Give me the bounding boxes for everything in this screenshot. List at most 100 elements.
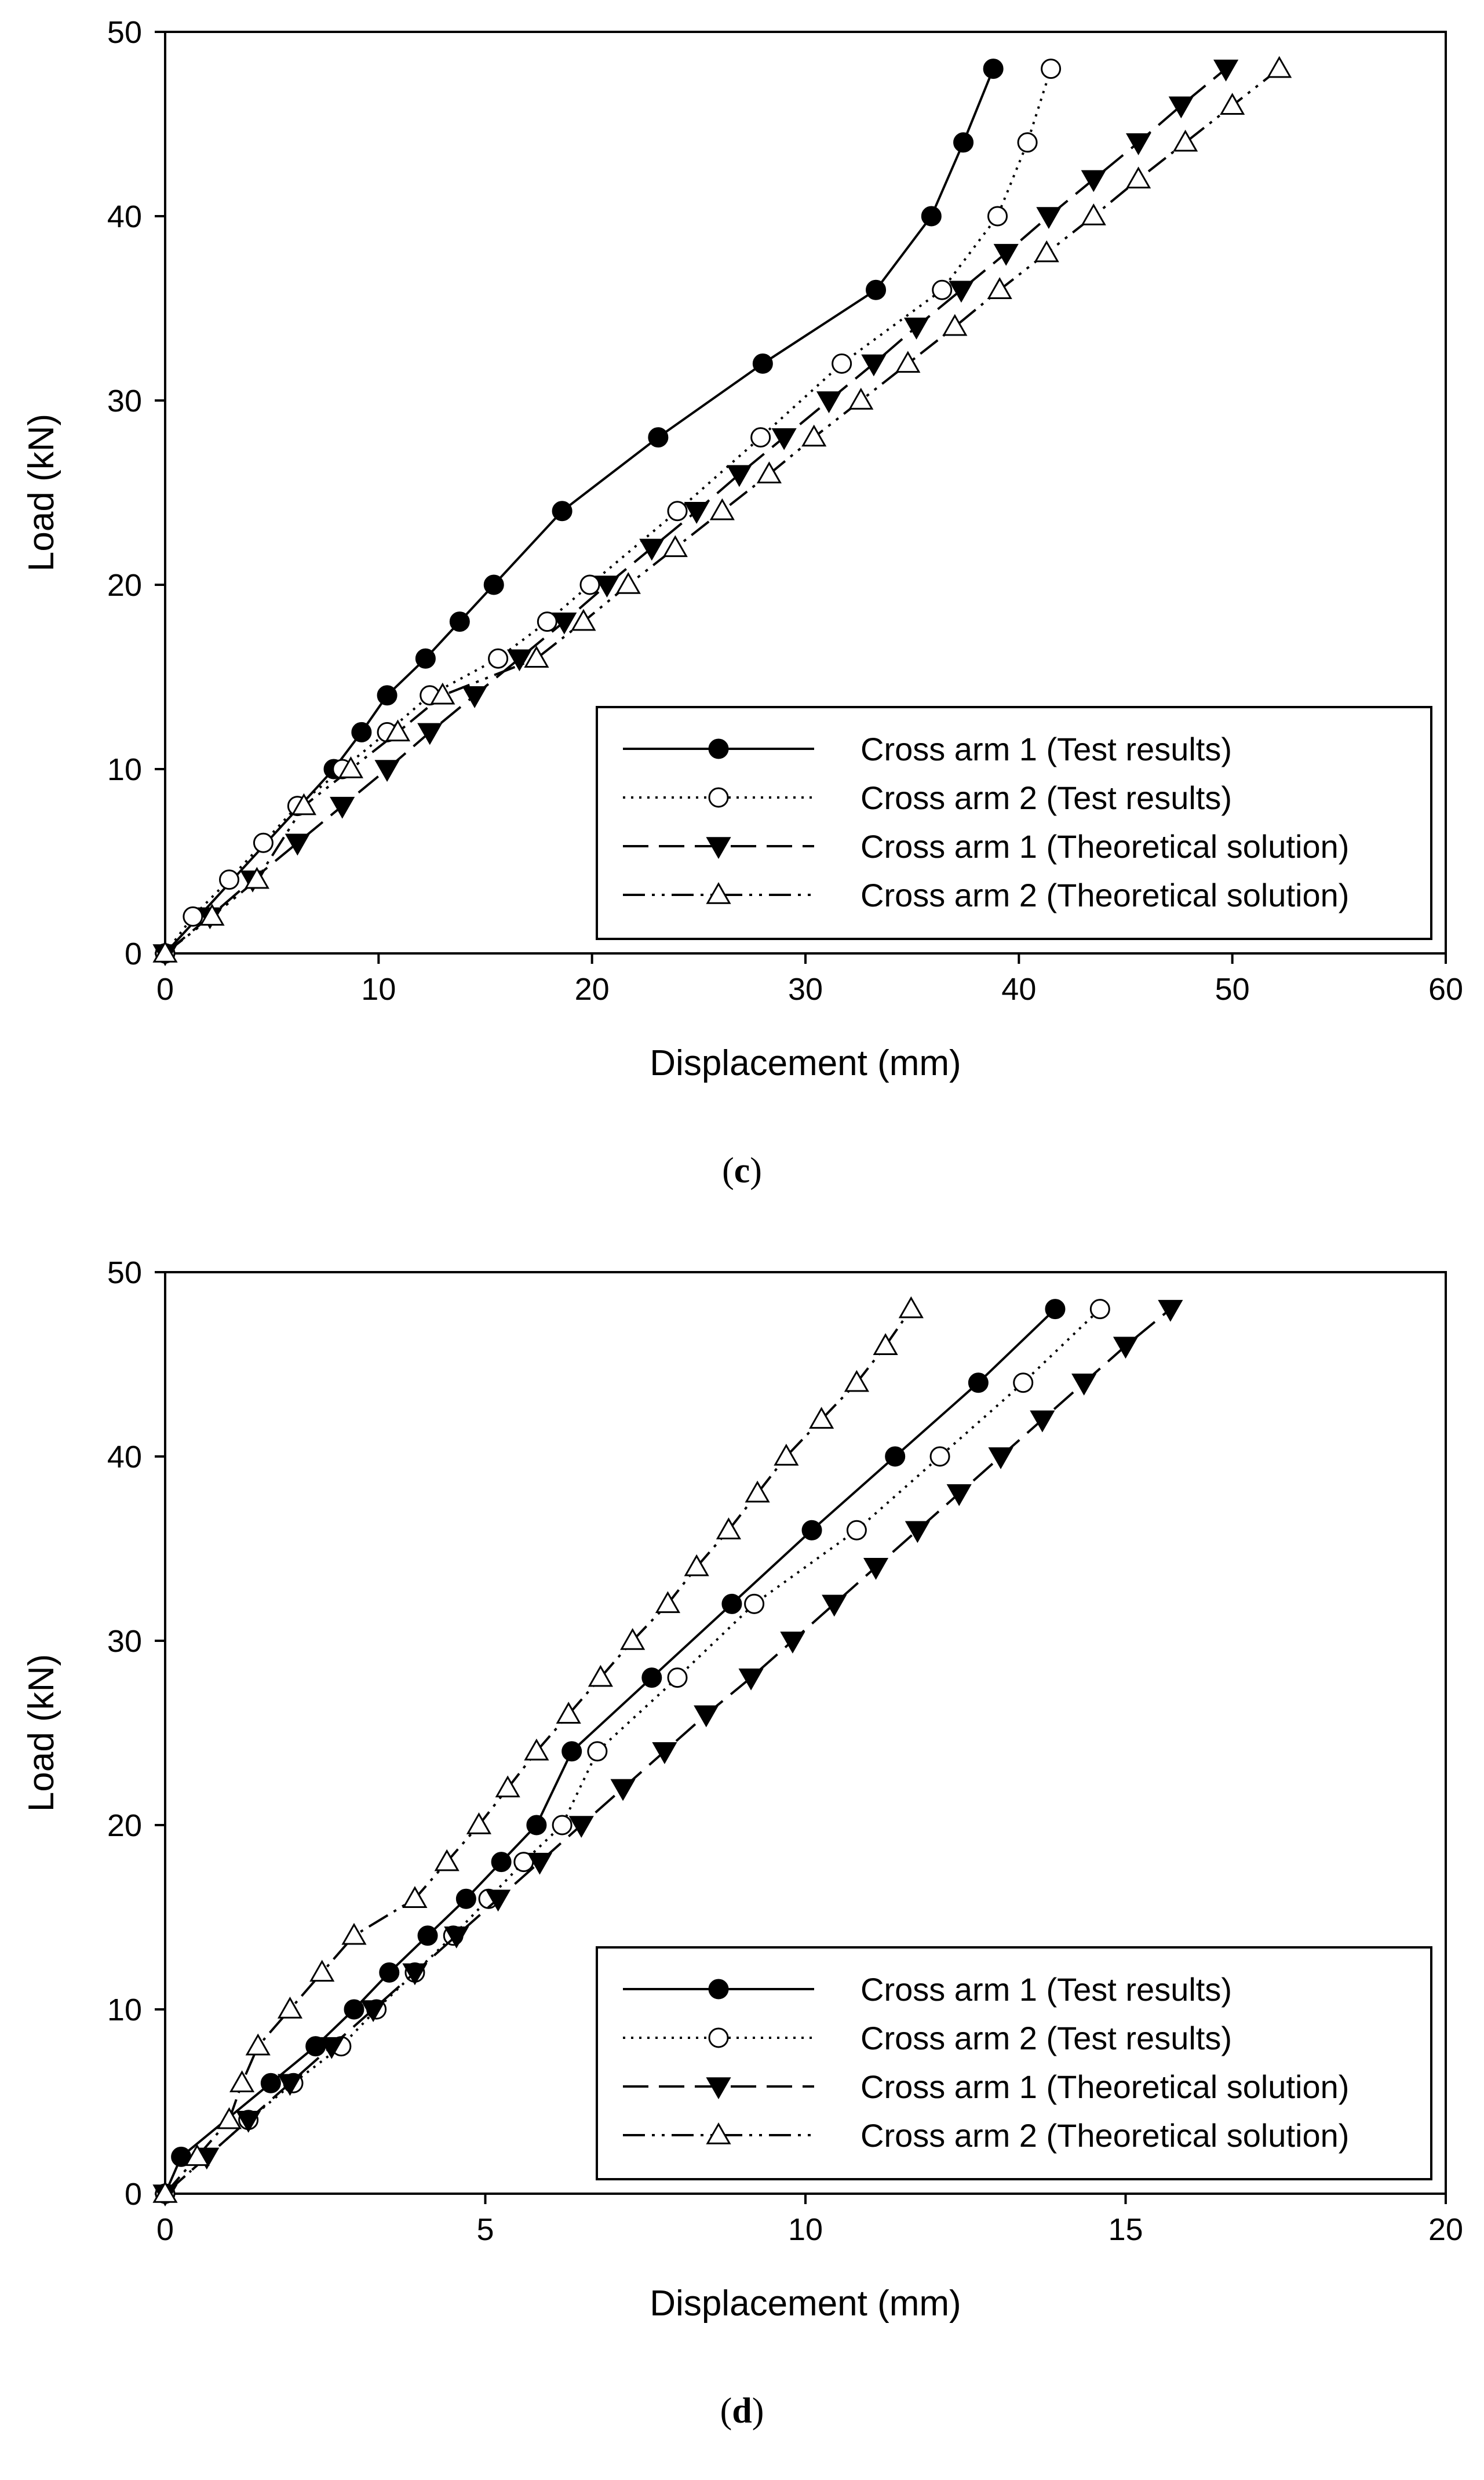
- chart-panel-d: 0 5 10 15 20 0 10 20 30 40 50 Displacement (mm) Load…: [0, 1240, 1484, 2480]
- data-point: [983, 59, 1004, 79]
- data-point: [610, 1779, 636, 1801]
- data-point: [524, 646, 549, 668]
- data-point: [277, 2074, 303, 2096]
- data-point: [430, 682, 455, 705]
- data-point: [1113, 1336, 1139, 1359]
- data-point: [236, 2111, 261, 2133]
- data-point: [615, 571, 641, 594]
- legend-entry-label: Cross arm 1 (Theoretical solution): [860, 2069, 1349, 2105]
- data-point: [588, 1665, 613, 1687]
- data-point: [1013, 1372, 1034, 1393]
- data-point: [385, 719, 411, 742]
- data-point: [561, 1741, 582, 1762]
- x-tick-label: 60: [1428, 972, 1463, 1007]
- legend-entry-label: Cross arm 2 (Theoretical solution): [860, 2117, 1349, 2154]
- data-point: [932, 279, 953, 300]
- data-point: [988, 1447, 1013, 1470]
- data-point: [351, 722, 372, 742]
- data-point: [462, 686, 487, 708]
- data-point: [662, 535, 688, 558]
- data-point: [756, 461, 782, 483]
- data-point: [1220, 93, 1245, 115]
- data-point: [152, 2180, 178, 2203]
- data-point: [816, 391, 842, 414]
- data-point: [721, 1593, 742, 1614]
- data-point: [1045, 1299, 1066, 1320]
- data-point: [219, 869, 239, 890]
- legend-marker: [708, 1979, 729, 2000]
- data-point: [866, 279, 887, 300]
- data-point: [379, 1962, 400, 1983]
- data-point: [402, 1963, 428, 1986]
- data-point: [552, 501, 573, 522]
- data-point: [1089, 1299, 1110, 1320]
- x-axis-title: Displacement (mm): [650, 2284, 961, 2324]
- data-point: [1173, 129, 1198, 152]
- data-point: [199, 904, 225, 926]
- series-3: [152, 59, 1239, 967]
- y-tick-label: 50: [107, 15, 142, 50]
- data-point: [809, 1407, 834, 1429]
- legend-entry-label: Cross arm 1 (Test results): [860, 731, 1232, 767]
- data-point: [641, 1667, 662, 1688]
- data-point: [417, 723, 443, 745]
- data-point: [694, 1705, 719, 1728]
- legend-marker: [708, 738, 729, 759]
- series-4: [152, 56, 1292, 963]
- data-point: [183, 906, 203, 927]
- data-point: [620, 1627, 646, 1650]
- data-point: [568, 1816, 594, 1838]
- y-tick-label: 50: [107, 1255, 142, 1290]
- data-point: [844, 1370, 869, 1392]
- data-point: [253, 832, 274, 853]
- chart-c-svg: 0 10 20 30 40 50 60 0 10 20 30 40 50 Displacement (mm…: [21, 15, 1463, 1083]
- legend-box: [596, 1946, 1432, 2180]
- x-tick-label: 40: [1001, 972, 1036, 1007]
- data-point: [1168, 96, 1194, 119]
- data-point: [1081, 203, 1106, 225]
- data-point: [752, 353, 773, 374]
- legend-entry-label: Cross arm 2 (Test results): [860, 780, 1232, 816]
- data-point: [526, 1815, 547, 1836]
- data-point: [987, 206, 1008, 227]
- data-point: [861, 354, 887, 377]
- data-point: [709, 498, 735, 520]
- data-point: [822, 1594, 847, 1617]
- data-point: [374, 760, 400, 782]
- legend-entry-label: Cross arm 2 (Theoretical solution): [860, 877, 1349, 913]
- data-point: [537, 611, 557, 632]
- legend-marker: [708, 787, 729, 808]
- data-point: [338, 756, 364, 778]
- x-tick-label: 50: [1215, 972, 1250, 1007]
- data-point: [285, 833, 310, 856]
- panel-caption-c: (c): [722, 1151, 762, 1190]
- data-point: [873, 1333, 898, 1355]
- data-point: [667, 501, 688, 522]
- legend-box: [596, 706, 1432, 940]
- data-point: [594, 576, 620, 598]
- data-point: [245, 2033, 271, 2056]
- data-point: [846, 1520, 867, 1541]
- data-point: [921, 206, 942, 227]
- data-point: [929, 1446, 950, 1467]
- data-point: [291, 793, 317, 815]
- legend-marker: [706, 2077, 731, 2100]
- data-point: [942, 314, 968, 336]
- data-point: [780, 1632, 805, 1654]
- data-point: [491, 1852, 512, 1873]
- data-point: [953, 132, 974, 153]
- data-point: [552, 1815, 573, 1836]
- data-point: [360, 2000, 386, 2023]
- data-point: [1126, 166, 1151, 189]
- legend-entry-label: Cross arm 2 (Test results): [860, 2020, 1232, 2056]
- data-point: [579, 574, 600, 595]
- data-point: [905, 1521, 930, 1543]
- y-tick-label: 30: [107, 1624, 142, 1659]
- legend-marker: [706, 882, 731, 904]
- legend-entry-label: Cross arm 1 (Test results): [860, 1971, 1232, 2008]
- data-point: [848, 387, 874, 410]
- data-point: [377, 685, 398, 706]
- data-point: [968, 1372, 989, 1393]
- chart-panel-c: 0 10 20 30 40 50 60 0 10 20 30 40 50 Displacement (mm…: [21, 15, 1463, 1190]
- series-1: [155, 59, 1004, 964]
